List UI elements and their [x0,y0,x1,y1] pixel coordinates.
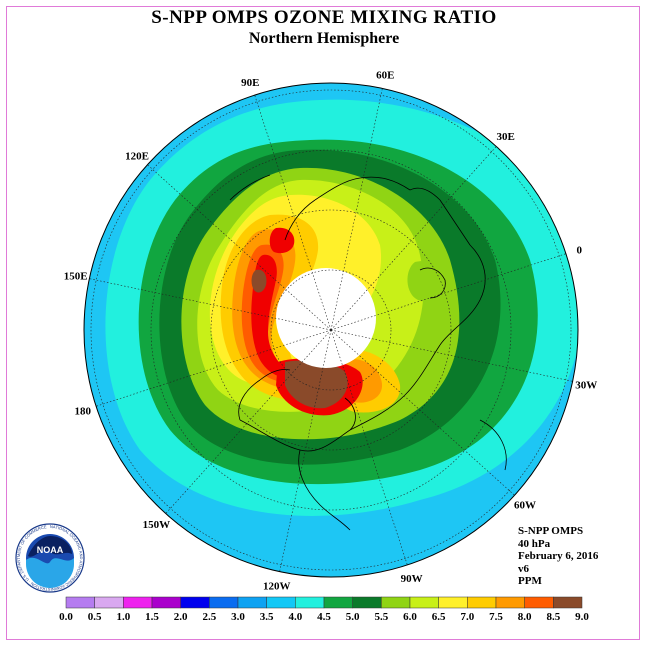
longitude-label: 0 [576,244,582,256]
longitude-label: 120W [263,580,291,592]
longitude-label: 60W [514,500,536,512]
longitude-label: 30W [575,379,597,391]
longitude-label: 60E [376,70,394,82]
contour-band-8-0-pacific [269,227,295,254]
ozone-field [84,83,578,577]
meridian-line [147,164,332,331]
longitude-label: 90E [241,77,259,89]
meridian-line [330,146,497,331]
longitude-label: 30E [496,131,514,143]
info-version: v6 [518,562,529,575]
longitude-label: 150E [64,271,88,283]
info-box: S-NPP OMPS 40 hPa February 6, 2016 v6 PP… [518,525,598,588]
noaa-logo: NOAA NATIONAL OCEANIC AND ATMOSPHERIC AD… [15,523,85,593]
longitude-label: 90W [401,573,423,585]
contour-band-8-5-pacific [251,269,267,293]
meridian-line [95,329,332,407]
meridian-line [279,329,332,572]
map-title: S-NPP OMPS OZONE MIXING RATIO [151,7,497,28]
longitude-label: 150W [143,519,171,531]
meridian-line [330,329,573,382]
contour-band-8-5 [285,360,348,409]
page-frame [6,6,640,640]
map-subtitle: Northern Hemisphere [248,30,400,47]
meridian-line [254,94,332,331]
latitude-circle [270,269,392,391]
latitude-circle [90,89,572,571]
graticule [89,88,573,572]
meridian-line [330,329,408,566]
longitude-label: 180 [75,406,92,418]
info-units: PPM [518,575,542,587]
meridian-line [89,278,332,331]
coastlines [229,174,507,531]
polar-night-mask [276,268,376,368]
info-level: 40 hPa [518,537,551,550]
map-border [83,82,579,578]
longitude-label: 120E [125,150,149,162]
info-date: February 6, 2016 [518,550,599,562]
longitude-labels: 90E 60E 30E 0 30W 60W 90W 120W 150W 180 150E 120E [64,70,598,593]
logo-text: NOAA [37,545,64,555]
meridian-line [330,253,567,331]
meridian-line [165,329,332,514]
meridian-line [330,88,383,331]
info-instrument: S-NPP OMPS [518,525,584,537]
latitude-circle [210,209,452,451]
latitude-circle [150,149,512,511]
meridian-line [330,329,515,496]
